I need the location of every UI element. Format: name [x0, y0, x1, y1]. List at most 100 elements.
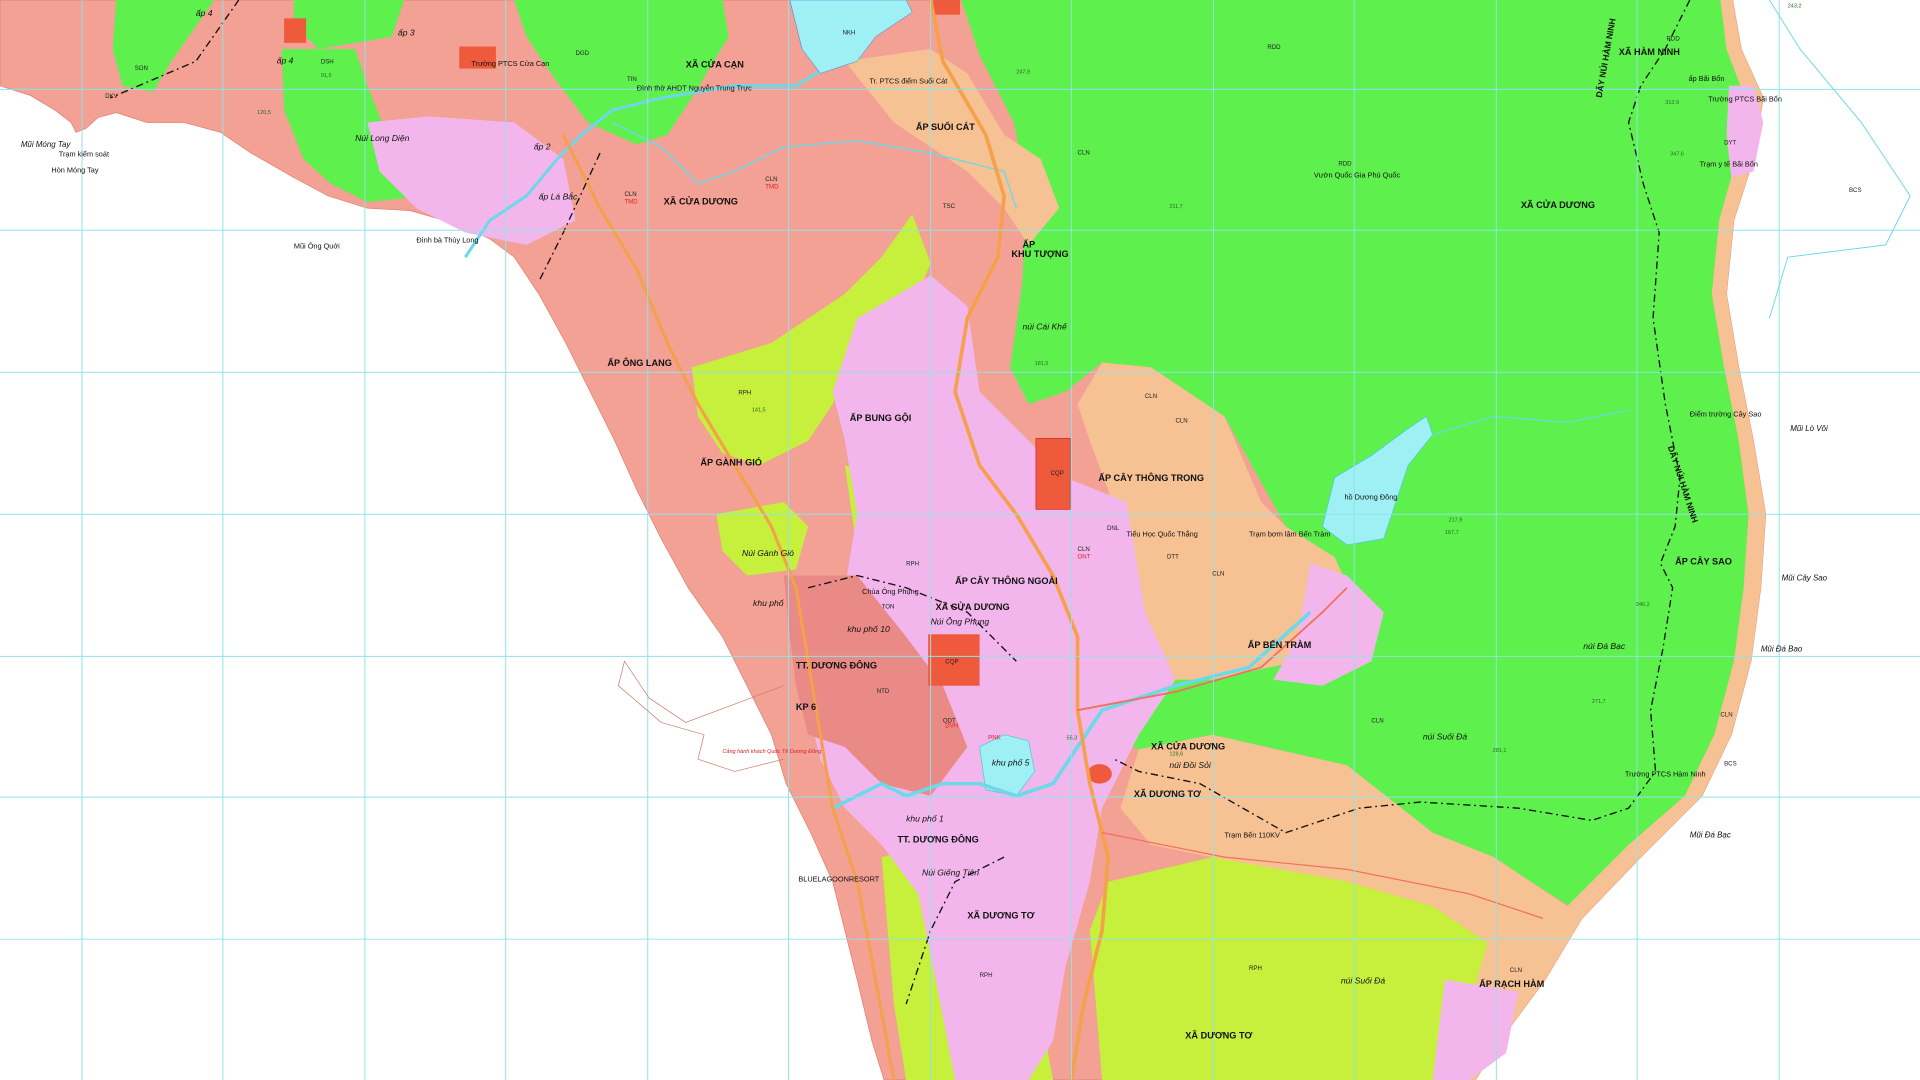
label-vuon-quoc-gia: Vườn Quốc Gia Phú Quốc: [1314, 171, 1401, 180]
elevation-label: 313,9: [1665, 100, 1679, 106]
stream-east: [1432, 409, 1629, 436]
defense-cqp-block: [284, 18, 307, 43]
elevation-label: 346,2: [1636, 602, 1650, 608]
elevation-label: 91,5: [321, 73, 332, 79]
defense-cqp-block: [1087, 764, 1112, 784]
label-mui-da-bao: Mũi Đá Bao: [1761, 644, 1803, 653]
label-ap-rach-ham: ẤP RẠCH HÀM: [1479, 979, 1544, 989]
label-hon-mong-tay: Hòn Móng Tay: [51, 166, 98, 175]
label-mui-ong-quoi: Mũi Ông Quới: [294, 242, 340, 251]
forest-rdd-nw3: [293, 0, 405, 49]
label-place: Đình thờ AHDT Nguyễn Trung Trực: [637, 84, 752, 93]
code-label: CLN: [1371, 717, 1383, 724]
residential-ont-ben-tram: [1273, 563, 1384, 686]
admin-labels: XÃ CỬA CẠN XÃ CỬA DƯƠNG XÃ CỬA DƯƠNG XÃ …: [664, 47, 1680, 1040]
stream-north: [611, 121, 1018, 209]
label-ap-2: ấp 2: [534, 141, 551, 151]
code-label: RPH: [906, 561, 919, 568]
crops-cln-south: [1120, 734, 1568, 1080]
elevation-labels: 247,9 243,2 313,9 347,6 211,7 181,5 217,…: [257, 3, 1801, 757]
label-nui-suoi-da: núi Suối Đá: [1341, 975, 1386, 985]
label-xa-cua-can: XÃ CỬA CẠN: [686, 58, 744, 69]
port-zone-boundary: [617, 660, 784, 772]
forest-rph-duong-to: [1089, 857, 1488, 1080]
code-label: TMD: [624, 198, 638, 205]
code-label: CLN: [1145, 393, 1157, 400]
code-label: DYT: [1724, 139, 1736, 146]
code-label: CLN: [1212, 571, 1224, 578]
label-place: Điểm trường Cây Sao: [1690, 409, 1762, 418]
label-ap-suoi-cat: ẤP SUỐI CÁT: [916, 121, 975, 132]
forest-rph-bung-goi: [691, 214, 931, 466]
code-label: DNL: [1107, 525, 1120, 532]
code-label: BCS: [1724, 760, 1737, 767]
label-nui-doi-soi: núi Đồi Sỏi: [1169, 760, 1212, 770]
code-label: DKV: [105, 93, 118, 100]
code-label: TMD: [765, 184, 779, 191]
label-xa-duong-to: XÃ DƯƠNG TƠ: [1185, 1030, 1252, 1040]
label-tt-duong-dong: TT. DƯƠNG ĐÔNG: [796, 660, 877, 671]
commune-boundaries: [109, 0, 1691, 1005]
code-label: DVH: [945, 722, 958, 729]
label-xa-cua-duong: XÃ CỬA DƯƠNG: [1521, 199, 1595, 210]
label-place: Trạm y tế Bãi Bổn: [1700, 160, 1758, 169]
label-place: Trường PTCS Hàm Ninh: [1625, 769, 1706, 778]
label-kp6: KP 6: [796, 702, 816, 712]
elevation-label: 181,5: [1035, 361, 1049, 367]
code-label: CLN: [1720, 711, 1732, 718]
code-label: CLN: [1078, 149, 1090, 156]
code-label: TIN: [627, 76, 637, 83]
label-place: Trạm bơm lâm Bến Tràm: [1249, 529, 1331, 538]
elevation-label: 281,1: [1493, 748, 1507, 754]
label-khu-pho-10: khu phố 10: [847, 624, 890, 634]
defense-cqp-block: [928, 634, 980, 686]
elevation-label: 243,2: [1788, 3, 1802, 9]
code-label: BCS: [1849, 187, 1862, 194]
elevation-label: 347,6: [1670, 152, 1684, 158]
label-place: BLUELAGOONRESORT: [798, 875, 879, 884]
label-place: Chùa Ông Phụng: [862, 587, 919, 596]
code-label: NKH: [842, 29, 855, 36]
code-label: ODT: [943, 717, 956, 724]
label-nui-long-dien: Núi Long Diện: [355, 133, 410, 143]
lake-duong-dong: [1322, 415, 1434, 546]
label-ap-4: ấp 4: [196, 8, 213, 18]
road-coastal: [561, 134, 896, 1080]
label-place: Trạm Bến 110KV: [1224, 831, 1280, 840]
label-ap-khu-tuong: ẤP: [1022, 239, 1035, 249]
code-label: CLN: [1078, 546, 1090, 553]
label-xa-ham-ninh: XÃ HÀM NINH: [1619, 47, 1680, 57]
label-place: Trường PTCS Cửa Cạn: [471, 59, 549, 68]
code-label: CLN: [624, 191, 636, 198]
defense-cqp-block: [933, 0, 960, 15]
crops-cln-east-coast: [1457, 0, 1766, 1080]
code-label: DTT: [1167, 553, 1179, 560]
label-xa-duong-to: XÃ DƯƠNG TƠ: [1134, 789, 1201, 799]
elevation-label: 141,5: [752, 407, 766, 413]
sea-zone-boundary: [1768, 0, 1911, 319]
residential-ont-rach-ham: [1432, 979, 1519, 1080]
river-cua-can: [464, 23, 883, 258]
label-place: ấp Bãi Bổn: [1689, 74, 1725, 83]
label-khu-pho-1: khu phố 1: [906, 814, 944, 824]
code-label: RDD: [1267, 44, 1281, 51]
label-ap-cay-thong-ngoai: ẤP CÂY THÔNG NGOÀI: [955, 575, 1058, 586]
label-ap-ganh-gio: ẤP GÀNH GIÓ: [700, 456, 762, 467]
code-label: NTD: [877, 688, 890, 695]
label-xa-duong-to: XÃ DƯƠNG TƠ: [967, 910, 1034, 920]
code-label: RDD: [1667, 35, 1681, 42]
label-khu-pho: khu phố: [753, 598, 785, 608]
code-label: CLN: [1176, 417, 1188, 424]
code-label: ONT: [1078, 553, 1091, 560]
code-label: CQP: [945, 659, 958, 666]
code-label: TON: [882, 604, 895, 611]
label-ho-duong-dong: hồ Dương Đông: [1344, 493, 1397, 502]
road-ben-tram: [1077, 587, 1348, 712]
crops-cln-cay-thong-trong: [1077, 362, 1360, 680]
elevation-label: 120,5: [257, 110, 271, 116]
label-nui-da-bac: núi Đá Bạc: [1583, 641, 1626, 651]
code-label: RPH: [738, 389, 751, 396]
label-nui-gieng-tien: Núi Giếng Tiên: [922, 868, 979, 878]
